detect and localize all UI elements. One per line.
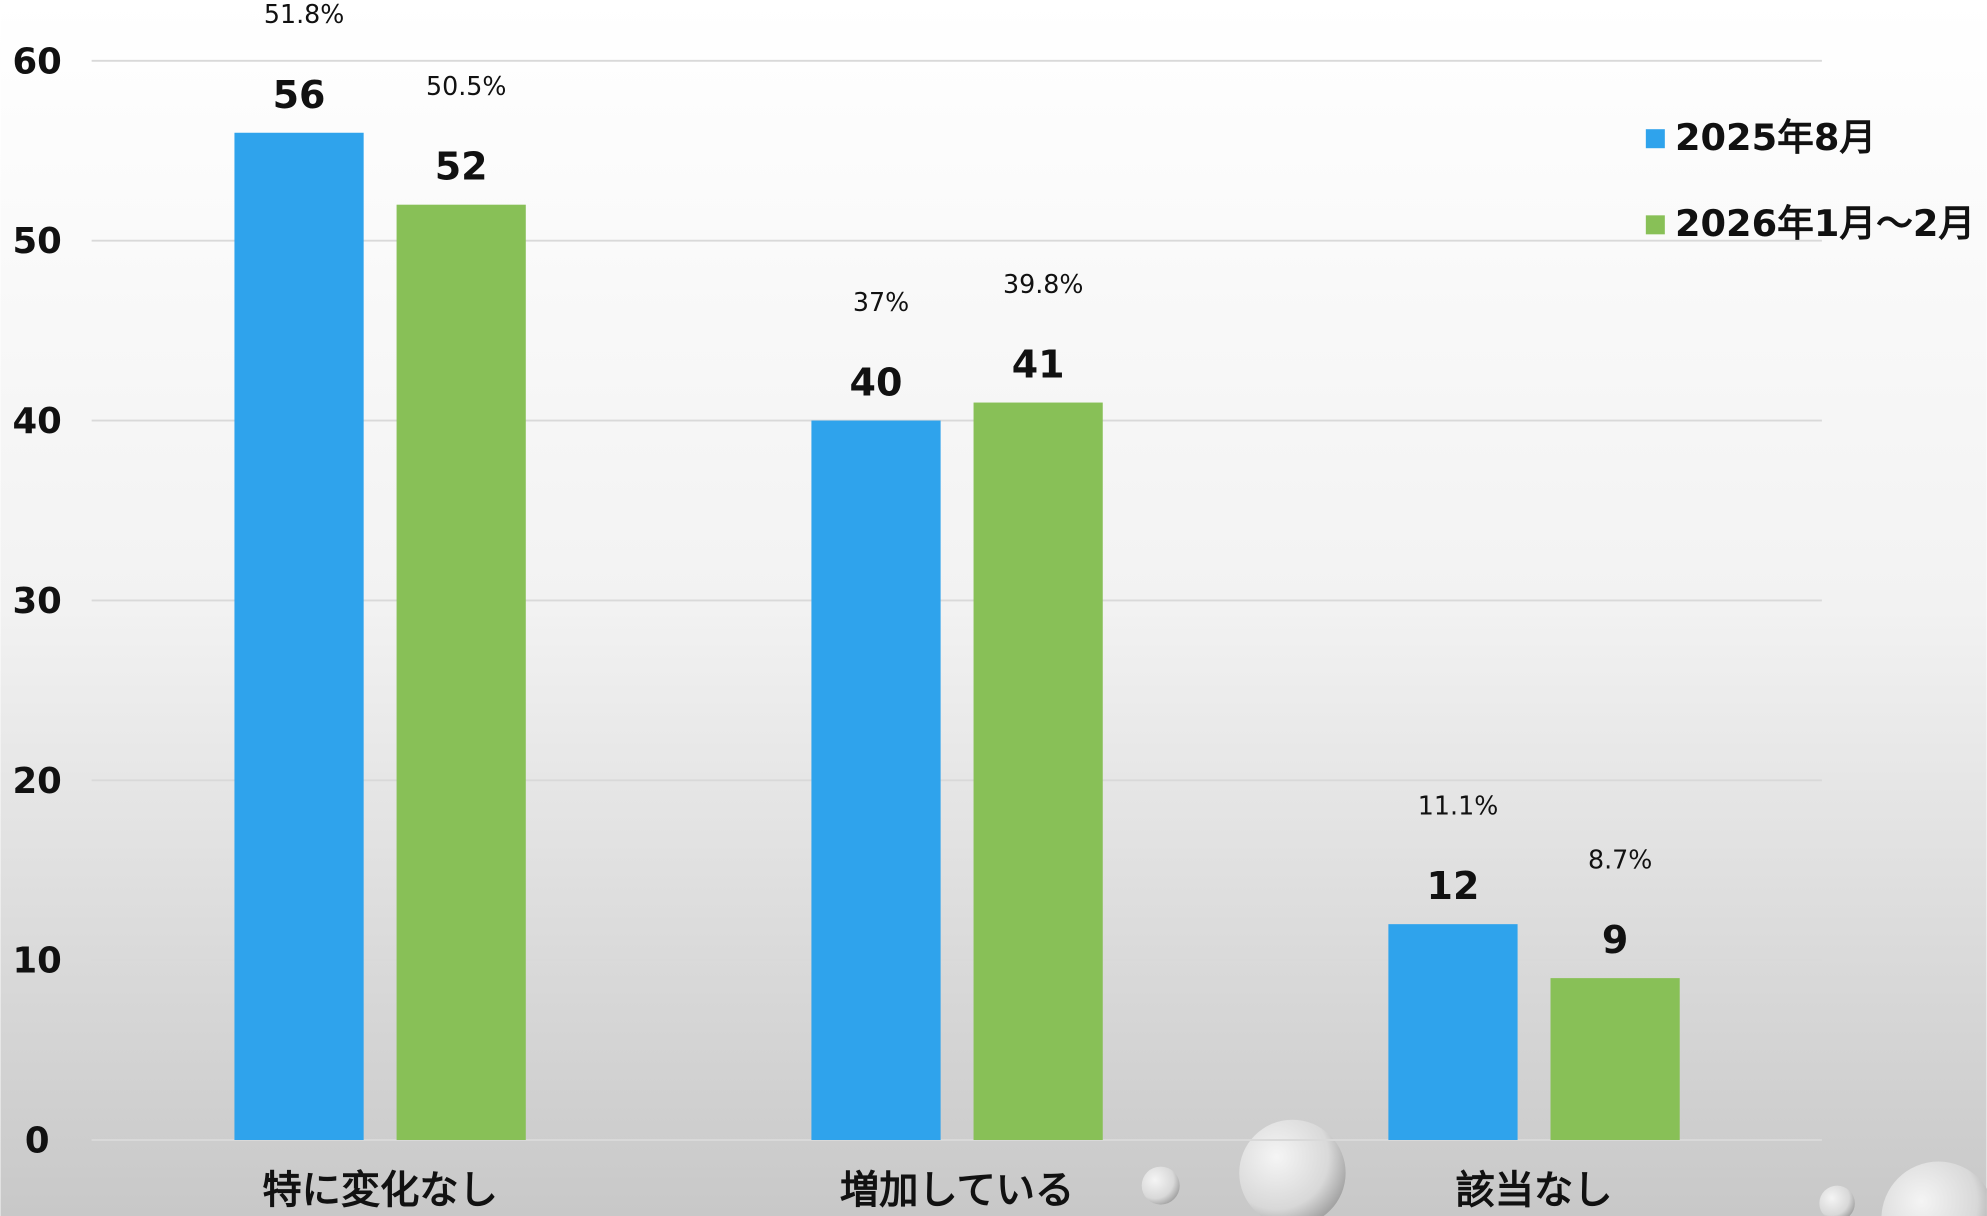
- y-tick-label: 0: [25, 1121, 50, 1162]
- percent-label: 39.8%: [1003, 269, 1083, 299]
- bar: [973, 402, 1103, 1141]
- x-tick-label: 該当なし: [1456, 1169, 1613, 1214]
- bubble: [1819, 1185, 1855, 1216]
- legend-swatch: [1645, 215, 1665, 235]
- bar: [1550, 978, 1680, 1140]
- plot: 0 10 20 30 40 50 60 特に変化なし 増加している 該当なし 56 51.8% 40 37…: [12, 0, 1975, 1214]
- value-label: 12: [1427, 864, 1480, 908]
- x-tick-label: 特に変化なし: [262, 1168, 498, 1214]
- value-label: 56: [273, 73, 326, 117]
- y-tick-label: 10: [12, 941, 61, 982]
- bar: [234, 132, 364, 1140]
- y-tick-label: 60: [12, 41, 61, 82]
- bubble: [1239, 1119, 1346, 1216]
- value-label: 40: [850, 361, 903, 405]
- percent-label: 51.8%: [264, 0, 344, 29]
- x-tick-label: 増加している: [840, 1169, 1074, 1214]
- y-tick-label: 40: [12, 401, 61, 442]
- y-tick-label: 30: [12, 581, 61, 622]
- value-label: 52: [435, 145, 488, 189]
- percent-label: 11.1%: [1418, 791, 1498, 821]
- bubble: [1881, 1161, 1987, 1216]
- bubble: [1141, 1166, 1180, 1205]
- percent-label: 37%: [853, 287, 909, 317]
- bar: [396, 204, 526, 1140]
- legend-label: 2025年8月: [1675, 116, 1876, 159]
- bar: [1388, 924, 1518, 1140]
- value-label: 9: [1602, 918, 1628, 962]
- value-label: 41: [1012, 343, 1065, 387]
- percent-label: 50.5%: [426, 71, 506, 101]
- y-tick-label: 50: [12, 221, 61, 262]
- y-tick-label: 20: [12, 761, 61, 802]
- percent-label: 8.7%: [1588, 845, 1652, 875]
- legend-label: 2026年1月～2月: [1675, 202, 1975, 245]
- legend-swatch: [1645, 129, 1665, 149]
- bar: [811, 420, 941, 1140]
